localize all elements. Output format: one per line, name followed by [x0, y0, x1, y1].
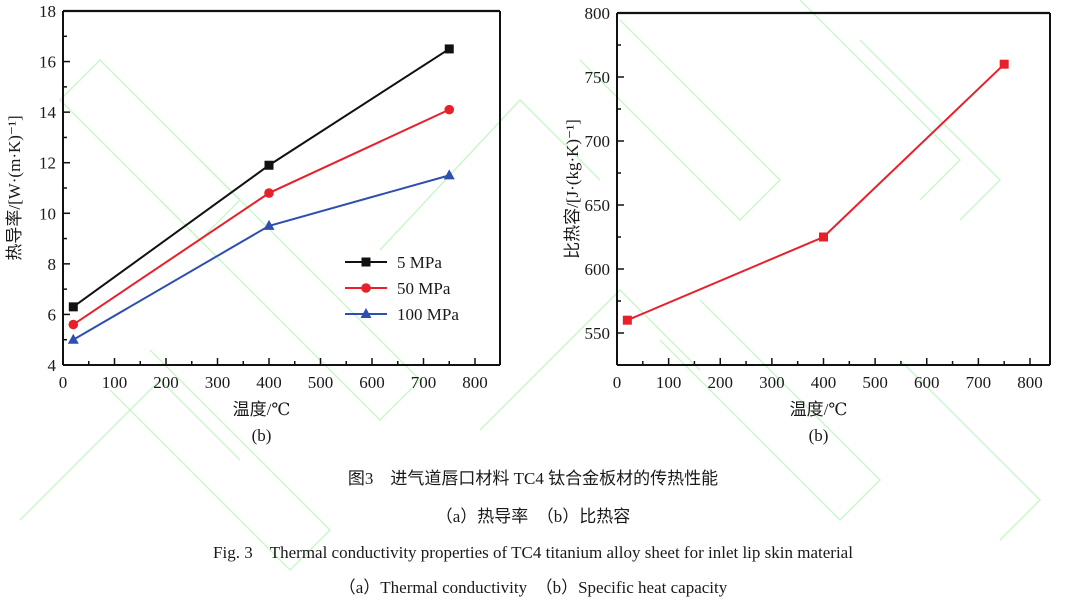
x-tick-label: 400 [256, 373, 282, 392]
caption-cn-title: 图3 进气道唇口材料 TC4 钛合金板材的传热性能 [347, 469, 719, 488]
x-tick-label: 800 [1017, 373, 1043, 392]
data-point [264, 160, 274, 170]
figure: 0 100 200 300 400 500 600 700 800 4 6 8 10 12 14 16 18 温度… [5, 2, 1051, 445]
data-point [443, 169, 455, 180]
x-tick-label: 0 [613, 373, 622, 392]
y-tick-label: 12 [39, 154, 56, 173]
x-tick-label: 500 [862, 373, 888, 392]
caption-en-title: Fig. 3 Thermal conductivity properties o… [213, 543, 853, 562]
data-point [264, 188, 274, 198]
y-axis-title: 比热容/[J·(kg·K)⁻¹] [563, 119, 582, 259]
panel-label: (b) [809, 426, 829, 445]
series-line [72, 108, 450, 326]
y-tick-label: 4 [48, 356, 57, 375]
y-tick-label: 16 [39, 53, 56, 72]
x-tick-label: 300 [759, 373, 785, 392]
y-tick-label: 10 [39, 204, 56, 223]
x-tick-label: 200 [708, 373, 734, 392]
series-line [626, 63, 1005, 322]
caption-cn-subtitle: （a）热导率 （b）比热容 [435, 507, 631, 526]
legend-marker [361, 257, 371, 267]
legend-marker [361, 283, 371, 293]
y-tick-label: 550 [585, 324, 611, 343]
x-tick-label: 700 [966, 373, 992, 392]
panel-thermal-conductivity: 0 100 200 300 400 500 600 700 800 4 6 8 10 12 14 16 18 温度… [5, 2, 501, 445]
data-point [68, 319, 79, 330]
data-point [263, 219, 275, 230]
y-tick-label: 650 [585, 196, 611, 215]
data-point [999, 59, 1009, 69]
x-tick-label: 400 [811, 373, 837, 392]
legend-entry: 5 MPa [397, 253, 442, 272]
y-tick-label: 18 [39, 2, 56, 21]
x-tick-label: 700 [411, 373, 437, 392]
data-point [819, 232, 828, 242]
panel-label: (b) [252, 426, 272, 445]
data-point [67, 333, 79, 344]
x-tick-label: 0 [59, 373, 68, 392]
caption-en-subtitle: （a）Thermal conductivity （b）Specific heat… [338, 578, 728, 597]
y-tick-label: 6 [48, 305, 57, 324]
data-point [444, 44, 454, 54]
x-tick-label: 800 [462, 373, 488, 392]
x-tick-label: 500 [308, 373, 334, 392]
y-tick-label: 700 [585, 132, 611, 151]
y-tick-label: 8 [48, 255, 57, 274]
y-tick-label: 750 [585, 68, 611, 87]
series-line [72, 48, 450, 308]
x-axis-title: 温度/℃ [790, 400, 848, 419]
y-tick-label: 800 [585, 4, 611, 23]
y-tick-label: 14 [39, 103, 57, 122]
x-axis-title: 温度/℃ [233, 400, 291, 419]
y-tick-label: 600 [585, 260, 611, 279]
x-tick-label: 100 [102, 373, 128, 392]
x-tick-label: 600 [914, 373, 940, 392]
data-point [444, 104, 455, 115]
x-tick-label: 100 [656, 373, 682, 392]
panel-specific-heat: 0 100 200 300 400 500 600 700 800 550 600 650 700 750… [563, 4, 1051, 445]
x-tick-label: 200 [153, 373, 179, 392]
series-line [72, 174, 450, 341]
data-point [622, 315, 632, 325]
data-point [68, 302, 78, 312]
legend-entry: 50 MPa [397, 279, 451, 298]
legend-entry: 100 MPa [397, 305, 459, 324]
legend-marker [360, 308, 372, 318]
x-tick-label: 600 [359, 373, 385, 392]
y-axis-title: 热导率/[W·(m·K)⁻¹] [5, 115, 24, 260]
x-tick-label: 300 [205, 373, 231, 392]
